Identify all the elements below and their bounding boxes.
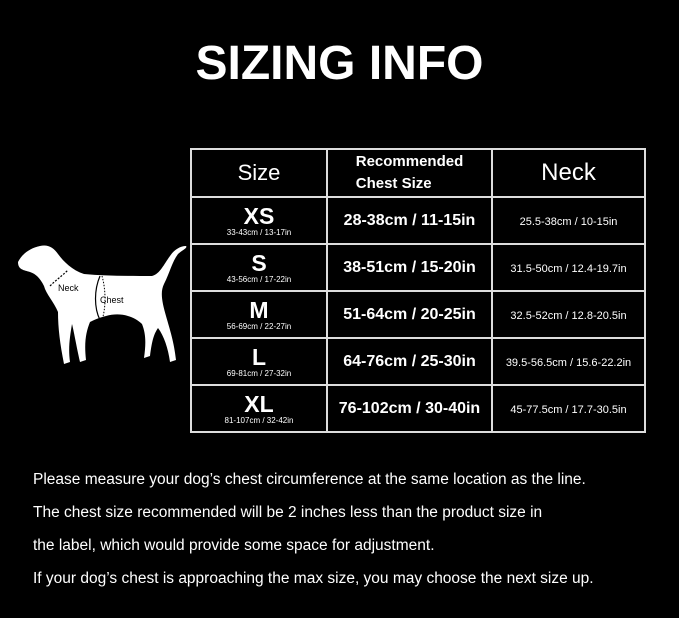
dog-silhouette-icon: [18, 245, 187, 364]
chest-value: 76-102cm / 30-40in: [338, 399, 481, 417]
table-row: M 56-69cm / 22-27in 51-64cm / 20-25in 32.…: [190, 290, 646, 339]
chest-label: Chest: [100, 295, 124, 305]
measurement-notes: Please measure your dog’s chest circumfe…: [33, 470, 594, 602]
table-row: L 69-81cm / 27-32in 64-76cm / 25-30in 39.…: [190, 337, 646, 386]
note-line: If your dog’s chest is approaching the m…: [33, 570, 594, 587]
chest-value: 28-38cm / 11-15in: [343, 211, 476, 229]
neck-value: 32.5-52cm / 12.8-20.5in: [510, 309, 627, 322]
neck-value: 25.5-38cm / 10-15in: [519, 215, 618, 228]
note-line: the label, which would provide some spac…: [33, 537, 435, 554]
table-header-row: Size Recommended Chest Size Neck: [190, 148, 646, 198]
header-neck: Neck: [541, 159, 596, 186]
header-size: Size: [237, 160, 281, 185]
header-chest-line2: Chest Size: [355, 175, 432, 192]
neck-value: 45-77.5cm / 17.7-30.5in: [510, 403, 627, 416]
size-range: 43-56cm / 17-22in: [226, 275, 292, 284]
dog-diagram: Neck Chest: [18, 245, 187, 364]
header-chest: Recommended Chest Size: [356, 151, 464, 195]
size-label: M: [249, 297, 269, 323]
size-range: 81-107cm / 32-42in: [224, 416, 294, 425]
neck-label: Neck: [58, 283, 79, 293]
chest-value: 38-51cm / 15-20in: [343, 258, 476, 276]
note-line: Please measure your dog’s chest circumfe…: [33, 471, 586, 488]
table-row: XS 33-43cm / 13-17in 28-38cm / 11-15in 25…: [190, 196, 646, 245]
size-label: XL: [244, 391, 274, 417]
neck-value: 39.5-56.5cm / 15.6-22.2in: [505, 356, 632, 369]
note-line: The chest size recommended will be 2 inc…: [33, 504, 543, 521]
size-label: XS: [243, 203, 275, 229]
size-label: S: [251, 250, 267, 276]
header-chest-line1: Recommended: [355, 153, 464, 170]
size-range: 56-69cm / 22-27in: [226, 322, 292, 331]
size-label: L: [251, 344, 267, 370]
chest-value: 64-76cm / 25-30in: [343, 352, 476, 370]
table-row: S 43-56cm / 17-22in 38-51cm / 15-20in 31.…: [190, 243, 646, 292]
size-range: 33-43cm / 13-17in: [226, 228, 292, 237]
sizing-table: Size Recommended Chest Size Neck XS 33-43c…: [190, 148, 646, 433]
page-title: SIZING INFO: [195, 37, 484, 90]
size-range: 69-81cm / 27-32in: [226, 369, 292, 378]
table-row: XL 81-107cm / 32-42in 76-102cm / 30-40in …: [190, 384, 646, 433]
chest-value: 51-64cm / 20-25in: [343, 305, 476, 323]
neck-value: 31.5-50cm / 12.4-19.7in: [510, 262, 627, 275]
